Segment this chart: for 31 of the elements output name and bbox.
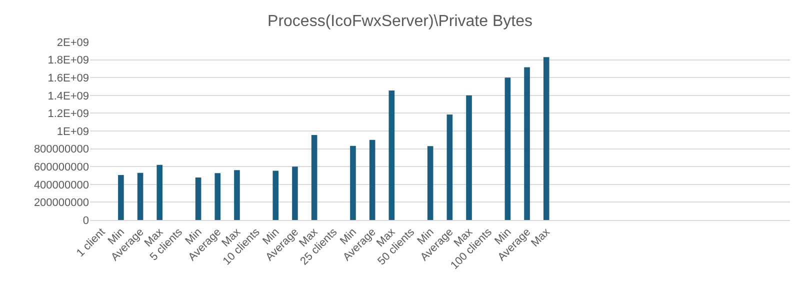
y-tick-label: 400000000: [34, 179, 89, 192]
bar: [543, 57, 550, 220]
x-tick-label: Max: [529, 226, 553, 250]
bar: [524, 67, 530, 220]
y-tick-label: 1.8E+09: [48, 54, 89, 67]
bar: [156, 164, 163, 220]
bar: [446, 114, 453, 220]
bar: [118, 175, 124, 220]
y-tick-label: 2E+09: [56, 36, 89, 49]
bar: [234, 170, 240, 220]
bar: [214, 173, 221, 220]
bar: [388, 90, 395, 220]
bar: [272, 170, 279, 220]
bar: [195, 178, 202, 220]
y-tick-label: 0: [82, 214, 89, 227]
bar: [137, 172, 144, 220]
chart-title: Process(IcoFwxServer)\Private Bytes: [268, 12, 532, 30]
bar: [504, 78, 511, 220]
y-tick-label: 1.6E+09: [48, 72, 89, 84]
y-tick-label: 1.4E+09: [48, 90, 89, 102]
bar: [311, 135, 318, 220]
bar: [466, 95, 472, 220]
y-tick-label: 600000000: [34, 161, 89, 174]
y-tick-label: 1.2E+09: [48, 108, 89, 120]
y-tick-label: 1E+09: [56, 126, 89, 138]
bar: [369, 140, 376, 220]
bar: [427, 146, 434, 220]
y-tick-label: 800000000: [34, 144, 89, 156]
bar: [350, 146, 356, 220]
bar: [292, 166, 298, 220]
y-tick-label: 200000000: [34, 197, 89, 210]
